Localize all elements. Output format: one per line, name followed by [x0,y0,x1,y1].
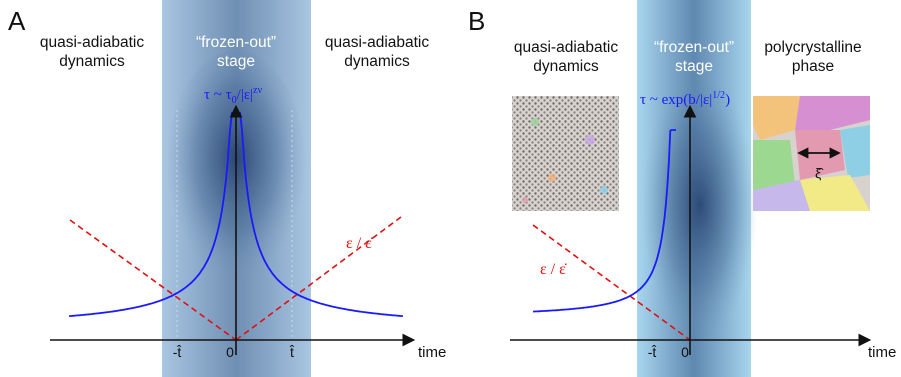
snapshot-polycrystalline: ξ̂ [753,96,870,211]
time-label-b: time [868,344,896,361]
grain-patch [600,186,608,194]
tau-formula-a-rest: /|ε| [237,87,253,103]
epsilon-label-b: ε / ε̇ [540,261,567,278]
panel-a-letter: A [8,6,26,36]
grain [840,125,870,178]
tau-formula-a-sub: 0 [232,95,237,106]
right-regime-b-line2: phase [792,58,834,75]
center-regime-b-line1: “frozen-out” [654,39,734,56]
grain-patch [522,197,528,203]
tau-curve-right-a [239,111,404,317]
tick-zero-b: 0 [681,344,689,360]
tau-formula-b-sup: 1/2 [712,90,725,101]
left-regime-b-line2: dynamics [533,58,599,75]
center-regime-a-line1: “frozen-out” [196,34,276,51]
tau-formula-b-main: τ ~ exp(b/|ε| [640,92,712,108]
grain [753,96,800,140]
grain [795,96,870,130]
frozen-core-b [642,75,758,335]
epsilon-line-b [532,224,691,341]
left-regime-b-line1: quasi-adiabatic [514,39,619,56]
center-regime-b-line2: stage [675,58,713,75]
center-regime-a-line2: stage [217,53,255,70]
grain-patch [548,174,556,182]
right-regime-a-line2: dynamics [344,53,410,70]
tau-formula-a-sup: zν [253,85,262,96]
grain [753,180,810,211]
tick-zero-a: 0 [226,344,234,360]
left-regime-a-line2: dynamics [59,53,125,70]
panel-b-letter: B [468,6,485,36]
panel-a: A quasi-adiabatic dynamics “frozen-out” … [8,0,446,377]
grain [800,175,870,211]
tau-formula-a-main: τ ~ τ [204,87,232,103]
xi-label: ξ̂ [815,165,824,181]
tick-neg-t-b: -t̂ [648,344,657,360]
right-regime-b-line1: polycrystalline [764,39,861,56]
tau-formula-a: τ ~ τ0/|ε|zν [204,85,263,106]
tau-curve-left-a [68,111,233,317]
grain [753,140,795,190]
epsilon-line-left-a [69,219,237,341]
left-regime-a-line1: quasi-adiabatic [40,34,145,51]
tick-neg-t-a: -t̂ [173,344,182,360]
tau-formula-b-close: ) [725,92,730,108]
grain-patch [531,118,539,126]
tick-pos-t-a: t̂ [289,344,295,360]
snapshot-disordered [512,96,619,211]
right-regime-a-line1: quasi-adiabatic [325,34,430,51]
panel-b: B quasi-adiabatic dynamics “frozen-out” … [468,0,896,377]
tau-curve-b [532,129,676,313]
tau-formula-b: τ ~ exp(b/|ε|1/2) [640,90,730,108]
epsilon-label-a: ε / ε̇ [346,235,373,252]
grain-patch [585,135,595,145]
epsilon-line-right-a [235,216,402,341]
grain [795,130,845,180]
time-label-a: time [418,344,446,361]
